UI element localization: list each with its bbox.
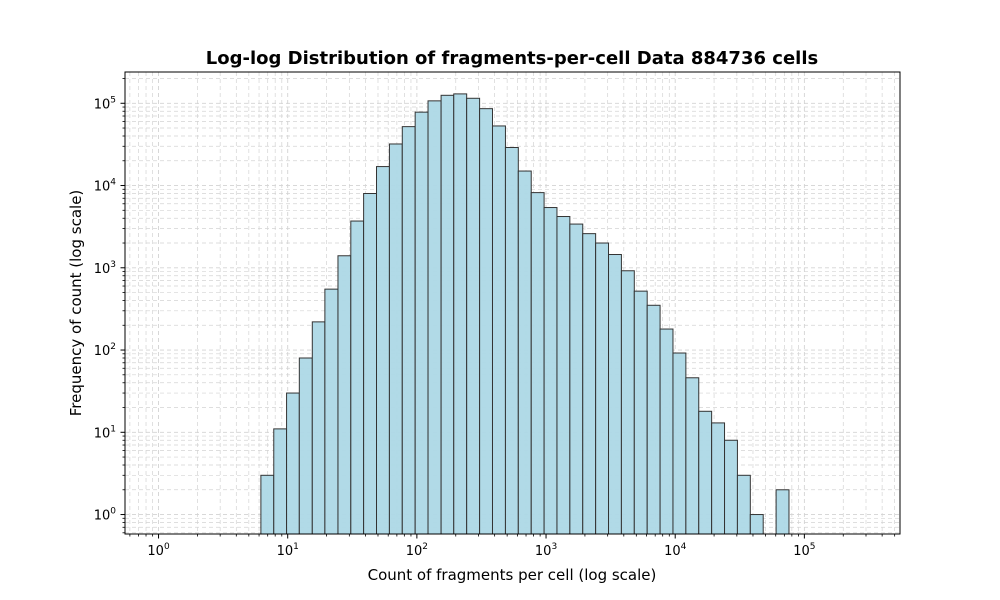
histogram-bar (633, 290, 648, 535)
y-tick-label: 100 (94, 507, 117, 524)
histogram-bar (711, 422, 726, 535)
histogram-bar (543, 207, 558, 535)
histogram-bar (324, 288, 339, 535)
histogram-bar (724, 439, 738, 535)
histogram-bar (286, 392, 300, 535)
histogram-bar (775, 489, 790, 535)
y-axis-label: Frequency of count (log scale) (67, 190, 85, 417)
histogram-bar (582, 233, 597, 535)
y-tick-label: 102 (94, 342, 116, 359)
histogram-bar (311, 321, 326, 535)
histogram-bar (466, 97, 481, 535)
histogram-bar (685, 377, 700, 535)
histogram-bar (620, 270, 635, 535)
histogram-bar (608, 254, 622, 535)
histogram-bar (646, 304, 661, 535)
y-tick-label: 101 (94, 424, 116, 441)
y-tick-label: 104 (94, 178, 117, 195)
histogram-bar (401, 126, 416, 535)
x-tick-label: 100 (147, 542, 170, 559)
histogram-bar (427, 100, 442, 535)
histogram-bar (388, 143, 403, 535)
x-axis-label: Count of fragments per cell (log scale) (368, 566, 657, 584)
histogram-bar (273, 428, 288, 535)
histogram-bar (556, 216, 571, 535)
histogram-bar (749, 514, 764, 535)
histogram-bar (363, 192, 378, 535)
histogram-bar (595, 242, 610, 535)
histogram-bar (517, 170, 532, 535)
histogram-bar (736, 474, 751, 535)
histogram-bar (337, 255, 352, 535)
x-tick-label: 105 (793, 542, 815, 559)
histogram-bars (260, 93, 790, 535)
histogram-bar (491, 125, 506, 535)
histogram-bar (698, 410, 713, 535)
y-tick-label: 103 (94, 260, 116, 277)
histogram-bar (569, 223, 584, 535)
x-tick-label: 103 (535, 542, 557, 559)
histogram-bar (414, 111, 429, 535)
y-tick-label: 105 (94, 95, 116, 112)
histogram-bar (440, 94, 455, 535)
histogram-bar (376, 166, 390, 535)
histogram-bar (260, 474, 275, 535)
histogram-bar (659, 328, 674, 535)
histogram-bar (530, 192, 545, 535)
axis-ticks: 100 101 102 103 104 105 100 101 102 103 104 105 (94, 78, 896, 559)
plot-frame (124, 71, 901, 535)
histogram-bar (479, 108, 493, 535)
histogram-bar (504, 146, 519, 535)
histogram-bar (350, 220, 365, 535)
histogram-bar (453, 93, 468, 535)
x-tick-label: 104 (664, 542, 687, 559)
x-tick-label: 101 (277, 542, 299, 559)
histogram-bar (672, 352, 687, 535)
chart-title: Log-log Distribution of fragments-per-ce… (206, 48, 818, 69)
histogram-bar (298, 357, 313, 535)
x-tick-label: 102 (406, 542, 428, 559)
